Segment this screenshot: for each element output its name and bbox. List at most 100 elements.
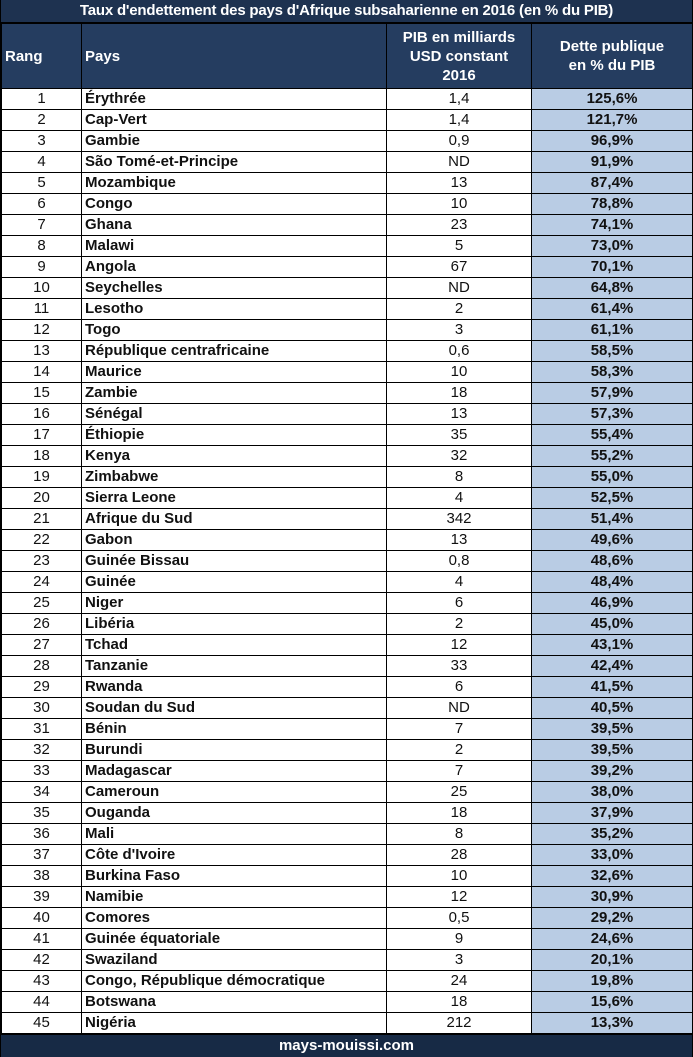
gdp-cell: 2 bbox=[386, 613, 532, 635]
table-row: 9 Angola 67 70,1% bbox=[1, 256, 693, 278]
rank-cell: 24 bbox=[1, 571, 82, 593]
table-row: 24 Guinée 4 48,4% bbox=[1, 571, 693, 593]
table-row: 31 Bénin 7 39,5% bbox=[1, 718, 693, 740]
table-row: 15 Zambie 18 57,9% bbox=[1, 382, 693, 404]
table-title: Taux d'endettement des pays d'Afrique su… bbox=[1, 0, 692, 23]
debt-cell: 32,6% bbox=[531, 865, 693, 887]
rank-cell: 43 bbox=[1, 970, 82, 992]
gdp-cell: 23 bbox=[386, 214, 532, 236]
table-row: 6 Congo 10 78,8% bbox=[1, 193, 693, 215]
table-row: 5 Mozambique 13 87,4% bbox=[1, 172, 693, 194]
table-row: 22 Gabon 13 49,6% bbox=[1, 529, 693, 551]
gdp-cell: 0,9 bbox=[386, 130, 532, 152]
country-cell: Madagascar bbox=[81, 760, 387, 782]
rank-cell: 10 bbox=[1, 277, 82, 299]
table-row: 33 Madagascar 7 39,2% bbox=[1, 760, 693, 782]
country-cell: Soudan du Sud bbox=[81, 697, 387, 719]
rank-cell: 38 bbox=[1, 865, 82, 887]
debt-cell: 74,1% bbox=[531, 214, 693, 236]
debt-cell: 38,0% bbox=[531, 781, 693, 803]
debt-cell: 55,2% bbox=[531, 445, 693, 467]
country-cell: Libéria bbox=[81, 613, 387, 635]
rank-cell: 28 bbox=[1, 655, 82, 677]
country-cell: Cameroun bbox=[81, 781, 387, 803]
gdp-cell: 12 bbox=[386, 634, 532, 656]
header-country: Pays bbox=[81, 23, 387, 89]
gdp-cell: 13 bbox=[386, 172, 532, 194]
rank-cell: 15 bbox=[1, 382, 82, 404]
rank-cell: 20 bbox=[1, 487, 82, 509]
country-cell: Burkina Faso bbox=[81, 865, 387, 887]
country-cell: Angola bbox=[81, 256, 387, 278]
table-row: 14 Maurice 10 58,3% bbox=[1, 361, 693, 383]
rank-cell: 3 bbox=[1, 130, 82, 152]
debt-cell: 15,6% bbox=[531, 991, 693, 1013]
country-cell: Gabon bbox=[81, 529, 387, 551]
gdp-cell: 10 bbox=[386, 193, 532, 215]
debt-cell: 33,0% bbox=[531, 844, 693, 866]
gdp-cell: 8 bbox=[386, 466, 532, 488]
country-cell: Érythrée bbox=[81, 88, 387, 110]
debt-cell: 37,9% bbox=[531, 802, 693, 824]
country-cell: Tchad bbox=[81, 634, 387, 656]
country-cell: Congo, République démocratique bbox=[81, 970, 387, 992]
debt-cell: 29,2% bbox=[531, 907, 693, 929]
country-cell: Namibie bbox=[81, 886, 387, 908]
table-row: 4 São Tomé-et-Principe ND 91,9% bbox=[1, 151, 693, 173]
gdp-cell: 0,6 bbox=[386, 340, 532, 362]
debt-cell: 78,8% bbox=[531, 193, 693, 215]
debt-cell: 125,6% bbox=[531, 88, 693, 110]
gdp-cell: 13 bbox=[386, 403, 532, 425]
rank-cell: 1 bbox=[1, 88, 82, 110]
gdp-cell: 9 bbox=[386, 928, 532, 950]
country-cell: Ouganda bbox=[81, 802, 387, 824]
debt-cell: 61,1% bbox=[531, 319, 693, 341]
country-cell: Zimbabwe bbox=[81, 466, 387, 488]
rank-cell: 37 bbox=[1, 844, 82, 866]
table-row: 28 Tanzanie 33 42,4% bbox=[1, 655, 693, 677]
rank-cell: 45 bbox=[1, 1012, 82, 1034]
debt-cell: 39,5% bbox=[531, 718, 693, 740]
gdp-cell: 212 bbox=[386, 1012, 532, 1034]
country-cell: Gambie bbox=[81, 130, 387, 152]
rank-cell: 36 bbox=[1, 823, 82, 845]
debt-cell: 42,4% bbox=[531, 655, 693, 677]
table-row: 32 Burundi 2 39,5% bbox=[1, 739, 693, 761]
rank-cell: 12 bbox=[1, 319, 82, 341]
table-row: 45 Nigéria 212 13,3% bbox=[1, 1012, 693, 1034]
table-row: 19 Zimbabwe 8 55,0% bbox=[1, 466, 693, 488]
gdp-cell: 12 bbox=[386, 886, 532, 908]
country-cell: Maurice bbox=[81, 361, 387, 383]
gdp-cell: 4 bbox=[386, 487, 532, 509]
gdp-cell: 5 bbox=[386, 235, 532, 257]
table-row: 27 Tchad 12 43,1% bbox=[1, 634, 693, 656]
debt-cell: 70,1% bbox=[531, 256, 693, 278]
footer-source: mays-mouissi.com bbox=[1, 1034, 692, 1057]
gdp-cell: 35 bbox=[386, 424, 532, 446]
country-cell: São Tomé-et-Principe bbox=[81, 151, 387, 173]
debt-cell: 19,8% bbox=[531, 970, 693, 992]
country-cell: Nigéria bbox=[81, 1012, 387, 1034]
debt-table: Rang Pays PIB en milliards USD constant … bbox=[1, 23, 693, 1034]
gdp-cell: 67 bbox=[386, 256, 532, 278]
table-row: 40 Comores 0,5 29,2% bbox=[1, 907, 693, 929]
debt-cell: 96,9% bbox=[531, 130, 693, 152]
table-row: 2 Cap-Vert 1,4 121,7% bbox=[1, 109, 693, 131]
table-row: 20 Sierra Leone 4 52,5% bbox=[1, 487, 693, 509]
debt-cell: 57,3% bbox=[531, 403, 693, 425]
country-cell: Kenya bbox=[81, 445, 387, 467]
debt-cell: 48,6% bbox=[531, 550, 693, 572]
debt-cell: 43,1% bbox=[531, 634, 693, 656]
debt-cell: 121,7% bbox=[531, 109, 693, 131]
rank-cell: 29 bbox=[1, 676, 82, 698]
rank-cell: 33 bbox=[1, 760, 82, 782]
rank-cell: 8 bbox=[1, 235, 82, 257]
country-cell: Côte d'Ivoire bbox=[81, 844, 387, 866]
rank-cell: 26 bbox=[1, 613, 82, 635]
table-row: 23 Guinée Bissau 0,8 48,6% bbox=[1, 550, 693, 572]
rank-cell: 34 bbox=[1, 781, 82, 803]
rank-cell: 2 bbox=[1, 109, 82, 131]
country-cell: Burundi bbox=[81, 739, 387, 761]
rank-cell: 17 bbox=[1, 424, 82, 446]
table-row: 44 Botswana 18 15,6% bbox=[1, 991, 693, 1013]
